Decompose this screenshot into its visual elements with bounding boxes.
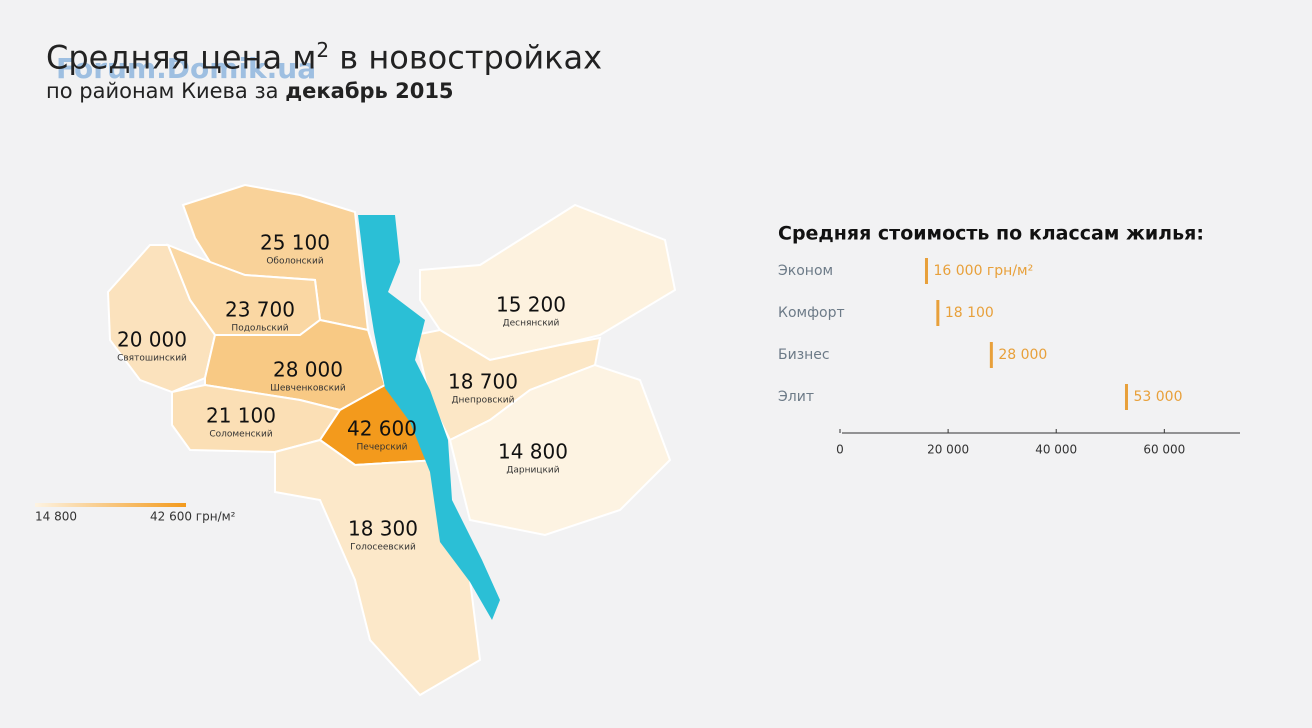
map	[106, 183, 677, 697]
legend-min: 14 800	[35, 510, 77, 524]
district-name: Подольский	[231, 324, 288, 334]
chart-title: Средняя стоимость по классам жилья:	[778, 223, 1204, 245]
title-rest: в новостройках	[329, 38, 603, 77]
district-name: Днепровский	[452, 396, 515, 406]
district-value: 23 700	[225, 298, 295, 322]
district-value: 15 200	[496, 293, 566, 317]
district-value: 20 000	[117, 328, 187, 352]
district-name: Шевченковский	[270, 384, 346, 394]
x-tick-label: 60 000	[1143, 443, 1185, 457]
title: Средняя цена м2 в новостройках	[46, 38, 602, 77]
title-text: Средняя цена м	[46, 38, 317, 77]
watermark: Forum.Domik.ua	[56, 52, 317, 85]
header: Средняя цена м2 в новостройках по района…	[46, 38, 602, 103]
district-name: Дарницкий	[506, 466, 559, 476]
district	[419, 203, 677, 362]
legend-max: 42 600 грн/м²	[150, 510, 236, 524]
district-name: Печерский	[357, 443, 408, 453]
district-value: 18 300	[348, 517, 418, 541]
x-tick-label: 0	[836, 443, 844, 457]
district-value: 18 700	[448, 370, 518, 394]
subtitle-text: по районам Киева за	[46, 78, 286, 103]
category-label: Элит	[778, 389, 814, 405]
district-value: 28 000	[273, 358, 343, 382]
district-name: Голосеевский	[350, 543, 416, 553]
category-label: Комфорт	[778, 305, 845, 321]
district-value: 25 100	[260, 231, 330, 255]
value-label: 28 000	[998, 347, 1047, 363]
category-label: Эконом	[778, 263, 833, 279]
value-label: 16 000 грн/м²	[933, 263, 1033, 279]
district	[274, 438, 482, 697]
district-value: 14 800	[498, 440, 568, 464]
bar	[989, 342, 993, 368]
bar	[1124, 384, 1128, 410]
district-value: 42 600	[347, 417, 417, 441]
bar	[924, 258, 928, 284]
value-label: 53 000	[1133, 389, 1182, 405]
district	[448, 363, 672, 537]
legend-bar	[35, 503, 186, 507]
district-name: Деснянский	[503, 319, 560, 329]
district-name: Оболонский	[266, 257, 324, 267]
district-name: Соломенский	[209, 430, 272, 440]
subtitle-bold: декабрь 2015	[285, 78, 454, 103]
category-label: Бизнес	[778, 347, 830, 363]
x-tick-label: 40 000	[1035, 443, 1077, 457]
title-sup: 2	[316, 38, 330, 62]
subtitle: по районам Киева за декабрь 2015	[46, 79, 602, 103]
value-label: 18 100	[945, 305, 994, 321]
bar	[936, 300, 940, 326]
x-tick-label: 20 000	[927, 443, 969, 457]
district-value: 21 100	[206, 404, 276, 428]
river	[358, 215, 500, 620]
district-name: Святошинский	[117, 354, 187, 364]
